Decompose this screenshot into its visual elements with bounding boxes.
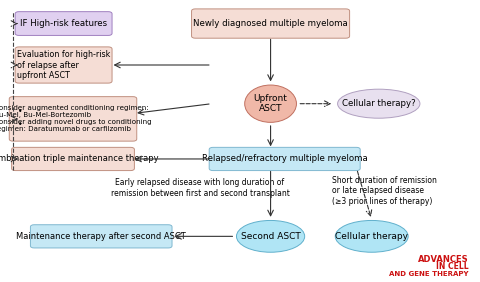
Text: Short duration of remission
or late relapsed disease
(≥3 prior lines of therapy): Short duration of remission or late rela… xyxy=(332,176,437,206)
FancyBboxPatch shape xyxy=(15,12,112,36)
Text: AND GENE THERAPY: AND GENE THERAPY xyxy=(389,271,468,277)
Text: Cellular therapy?: Cellular therapy? xyxy=(342,99,416,108)
FancyBboxPatch shape xyxy=(30,225,172,248)
FancyBboxPatch shape xyxy=(209,147,360,171)
Ellipse shape xyxy=(237,221,305,252)
FancyBboxPatch shape xyxy=(9,97,137,141)
Text: ADVANCES: ADVANCES xyxy=(418,255,468,264)
Ellipse shape xyxy=(335,221,408,252)
Text: •: • xyxy=(18,107,22,116)
Text: IF High-risk features: IF High-risk features xyxy=(20,19,107,28)
Text: Cellular therapy: Cellular therapy xyxy=(335,232,408,241)
Text: Maintenance therapy after second ASCT: Maintenance therapy after second ASCT xyxy=(16,232,186,241)
Text: IN CELL: IN CELL xyxy=(435,262,468,271)
Text: Second ASCT: Second ASCT xyxy=(240,232,300,241)
Ellipse shape xyxy=(337,89,420,118)
Text: Newly diagnosed multiple myeloma: Newly diagnosed multiple myeloma xyxy=(193,19,348,28)
Text: Relapsed/refractory multiple myeloma: Relapsed/refractory multiple myeloma xyxy=(202,155,368,164)
Text: Upfront
ASCT: Upfront ASCT xyxy=(253,94,288,113)
Text: Evaluation for high-risk
of relapse after
upfront ASCT: Evaluation for high-risk of relapse afte… xyxy=(17,50,110,80)
FancyBboxPatch shape xyxy=(12,147,134,171)
Text: Early relapsed disease with long duration of
remission between first and second : Early relapsed disease with long duratio… xyxy=(110,178,289,198)
Text: Consider augmented conditioning regimen:
Bu-Mel, Bu-Mel-Bortezomib
Consider addi: Consider augmented conditioning regimen:… xyxy=(0,105,152,132)
FancyBboxPatch shape xyxy=(192,9,349,38)
Text: Combination triple maintenance therapy: Combination triple maintenance therapy xyxy=(0,155,159,164)
Text: •: • xyxy=(18,120,22,129)
Ellipse shape xyxy=(245,85,297,122)
FancyBboxPatch shape xyxy=(15,47,112,83)
